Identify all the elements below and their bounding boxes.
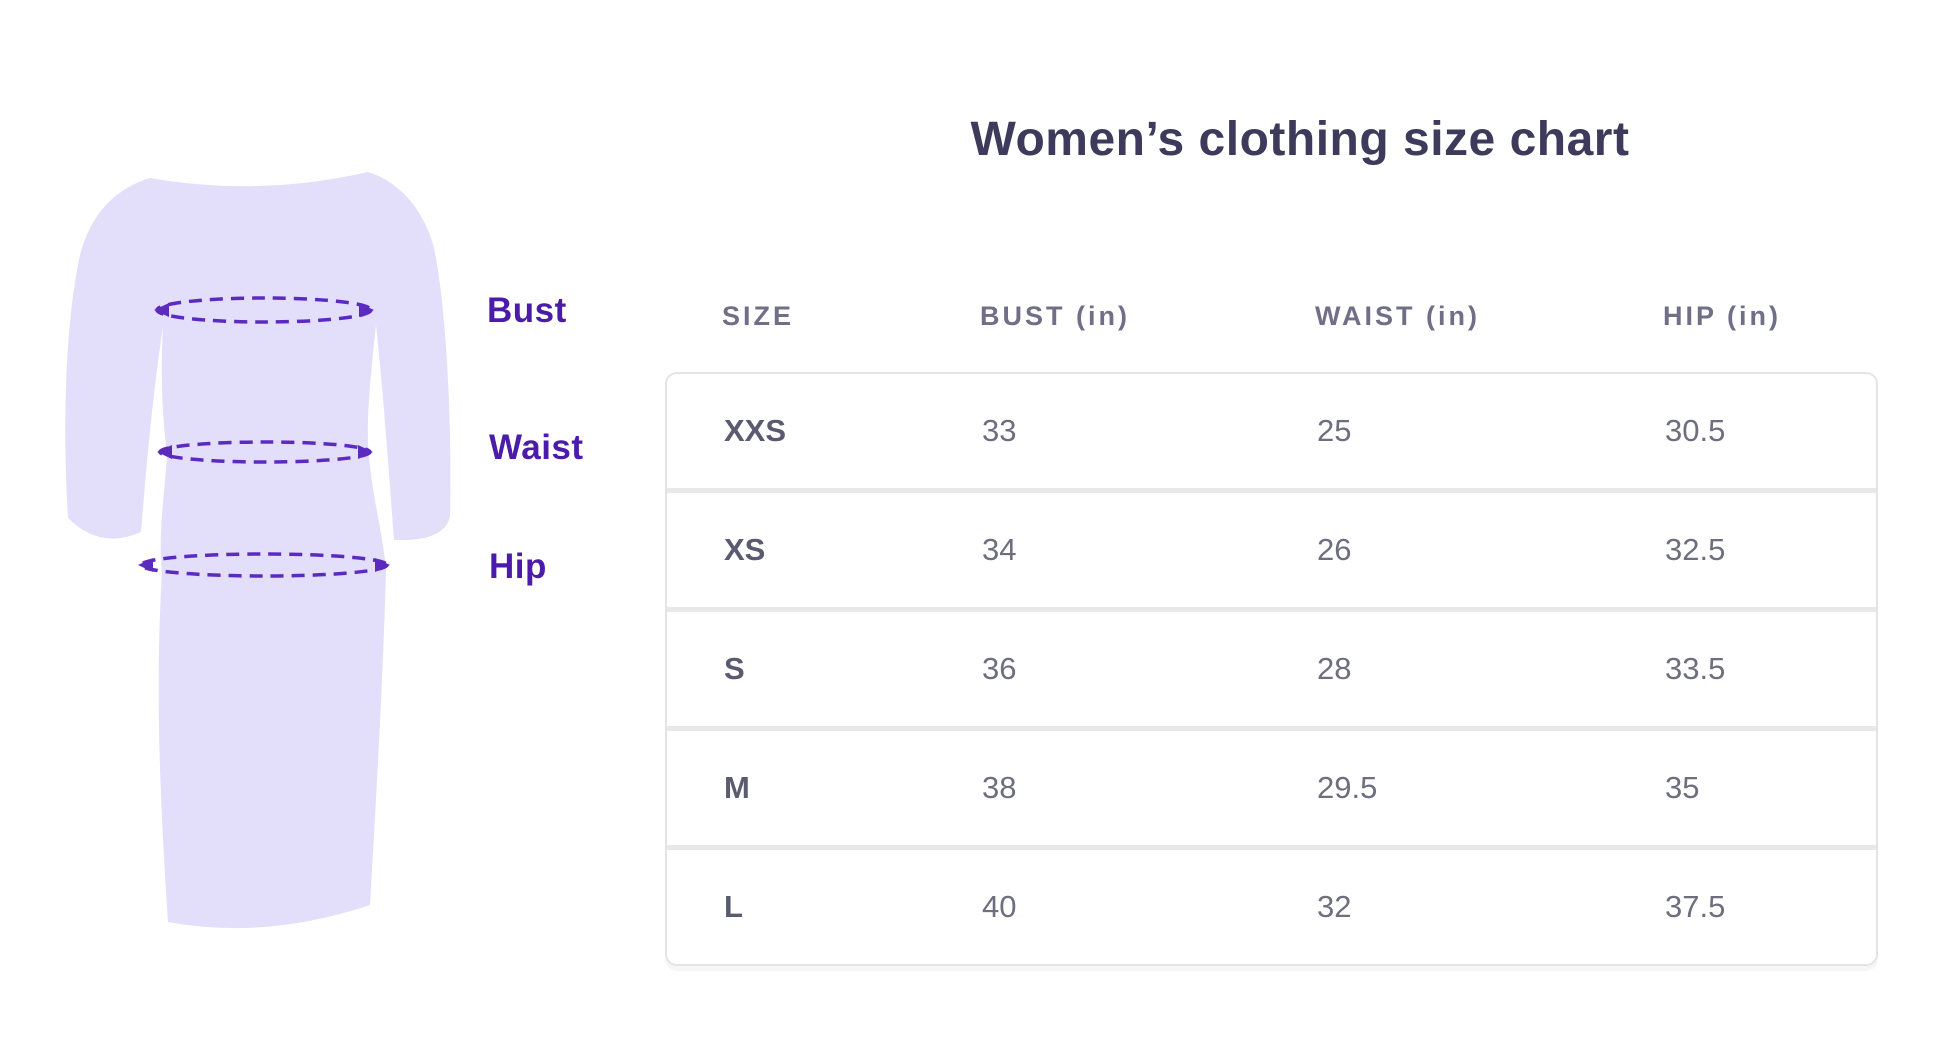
column-header-bust: BUST (in) <box>980 300 1130 331</box>
waist-cell: 26 <box>1317 532 1352 567</box>
hip-label: Hip <box>489 547 547 586</box>
row-separator <box>667 845 1876 850</box>
size-cell: L <box>724 889 743 924</box>
size-cell: XXS <box>724 413 787 448</box>
hip-cell: 35 <box>1665 770 1700 805</box>
bust-cell: 34 <box>982 532 1017 567</box>
size-cell: S <box>724 651 745 686</box>
bust-cell: 36 <box>982 651 1017 686</box>
dress-figure <box>55 125 465 955</box>
table-row-s: S 36 28 33.5 <box>667 612 1876 726</box>
column-header-size: SIZE <box>722 300 795 331</box>
hip-cell: 33.5 <box>1665 651 1726 686</box>
column-header-hip: HIP (in) <box>1663 300 1781 331</box>
size-cell: XS <box>724 532 766 567</box>
hip-arrow-left-icon <box>138 558 153 572</box>
hip-cell: 37.5 <box>1665 889 1726 924</box>
hip-arrow-right-icon <box>375 558 390 572</box>
row-separator <box>667 488 1876 493</box>
waist-arrow-left-icon <box>157 445 172 459</box>
bust-arrow-left-icon <box>154 303 169 317</box>
table-row-xs: XS 34 26 32.5 <box>667 493 1876 607</box>
page-title: Women’s clothing size chart <box>970 113 1630 166</box>
waist-cell: 29.5 <box>1317 770 1378 805</box>
bust-label: Bust <box>487 291 567 330</box>
bust-cell: 38 <box>982 770 1017 805</box>
waist-measure-line <box>157 440 373 464</box>
column-header-waist: WAIST (in) <box>1315 300 1480 331</box>
table-row-m: M 38 29.5 35 <box>667 731 1876 845</box>
waist-cell: 32 <box>1317 889 1352 924</box>
size-cell: M <box>724 770 750 805</box>
bust-cell: 40 <box>982 889 1017 924</box>
bust-measure-line <box>154 296 374 324</box>
size-table: XXS 33 25 30.5 XS 34 26 32.5 S 36 28 33.… <box>665 372 1878 966</box>
hip-cell: 32.5 <box>1665 532 1726 567</box>
hip-measure-line <box>138 552 390 578</box>
waist-arrow-right-icon <box>358 445 373 459</box>
dress-silhouette <box>65 172 451 929</box>
dress-illustration <box>65 172 451 929</box>
table-header-row: SIZE BUST (in) WAIST (in) HIP (in) <box>665 296 1878 336</box>
bust-cell: 33 <box>982 413 1017 448</box>
waist-cell: 25 <box>1317 413 1352 448</box>
row-separator <box>667 726 1876 731</box>
row-separator <box>667 607 1876 612</box>
hip-cell: 30.5 <box>1665 413 1726 448</box>
table-row-l: L 40 32 37.5 <box>667 850 1876 964</box>
bust-arrow-right-icon <box>359 303 374 317</box>
waist-cell: 28 <box>1317 651 1352 686</box>
table-row-xxs: XXS 33 25 30.5 <box>667 374 1876 488</box>
waist-label: Waist <box>489 428 584 467</box>
